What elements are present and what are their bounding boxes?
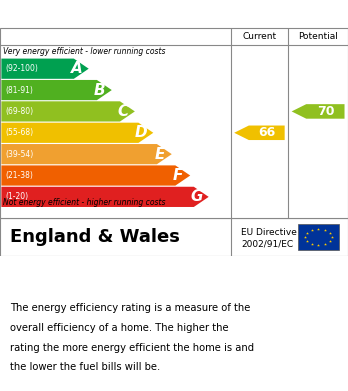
Text: Potential: Potential <box>298 32 338 41</box>
Text: (92-100): (92-100) <box>6 64 38 73</box>
Text: D: D <box>135 125 148 140</box>
Text: (39-54): (39-54) <box>6 150 34 159</box>
Polygon shape <box>1 101 135 122</box>
Text: Very energy efficient - lower running costs: Very energy efficient - lower running co… <box>3 47 166 56</box>
Text: EU Directive: EU Directive <box>241 228 297 237</box>
Polygon shape <box>234 126 285 140</box>
Text: C: C <box>117 104 128 119</box>
Text: B: B <box>94 83 105 98</box>
Bar <box>298 224 339 250</box>
Polygon shape <box>1 59 89 79</box>
Text: (69-80): (69-80) <box>6 107 34 116</box>
Text: 2002/91/EC: 2002/91/EC <box>241 239 293 248</box>
Polygon shape <box>292 104 345 119</box>
Text: the lower the fuel bills will be.: the lower the fuel bills will be. <box>10 362 161 373</box>
Text: overall efficiency of a home. The higher the: overall efficiency of a home. The higher… <box>10 323 229 333</box>
Text: England & Wales: England & Wales <box>10 228 180 246</box>
Polygon shape <box>1 80 112 100</box>
Text: 70: 70 <box>317 105 334 118</box>
Text: (55-68): (55-68) <box>6 128 34 137</box>
Text: Current: Current <box>242 32 277 41</box>
Text: (21-38): (21-38) <box>6 171 33 180</box>
Text: (81-91): (81-91) <box>6 86 33 95</box>
Text: rating the more energy efficient the home is and: rating the more energy efficient the hom… <box>10 343 255 353</box>
Text: 66: 66 <box>258 126 275 139</box>
Polygon shape <box>1 187 209 207</box>
Text: The energy efficiency rating is a measure of the: The energy efficiency rating is a measur… <box>10 303 251 313</box>
Text: (1-20): (1-20) <box>6 192 29 201</box>
Text: Not energy efficient - higher running costs: Not energy efficient - higher running co… <box>3 198 166 207</box>
Text: E: E <box>155 147 165 161</box>
Polygon shape <box>1 165 190 186</box>
Text: F: F <box>173 168 183 183</box>
Text: A: A <box>71 61 82 76</box>
Polygon shape <box>1 144 172 164</box>
Text: G: G <box>190 189 203 204</box>
Text: Energy Efficiency Rating: Energy Efficiency Rating <box>10 5 239 23</box>
Polygon shape <box>1 123 153 143</box>
